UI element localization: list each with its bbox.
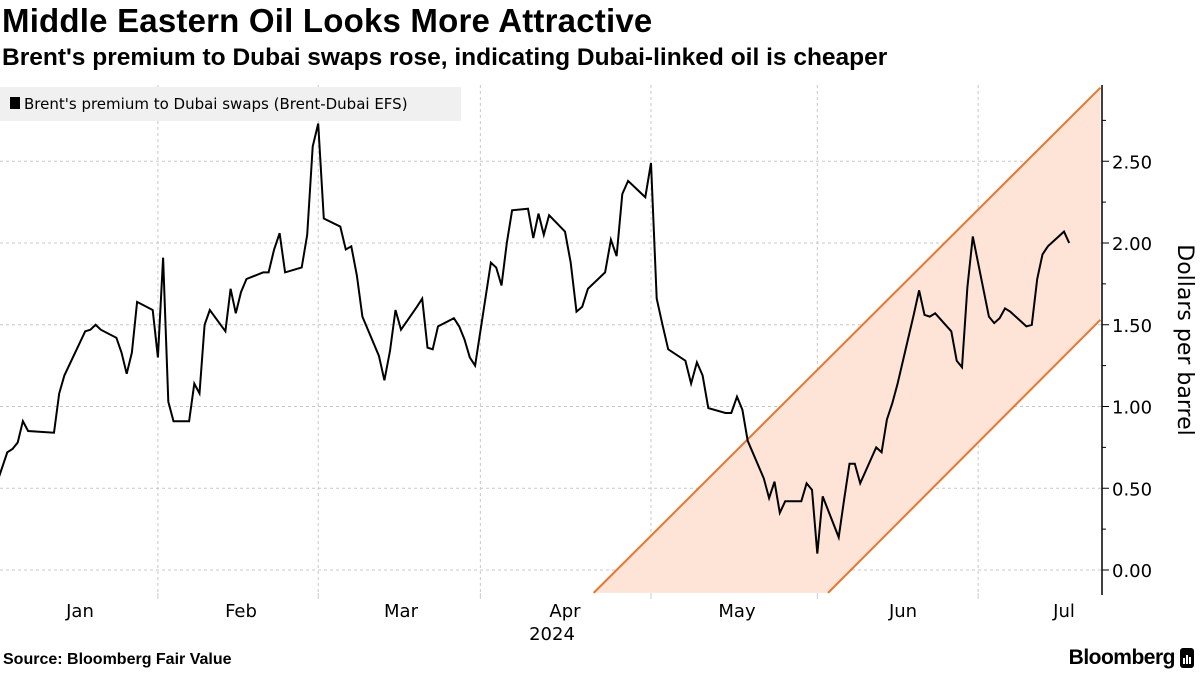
y-axis: 0.00 0.50 1.00 1.50 2.00 2.50 — [1101, 85, 1152, 595]
series-group — [0, 123, 1071, 554]
series-line — [0, 123, 1071, 554]
legend-label: Brent's premium to Dubai swaps (Brent-Du… — [24, 95, 408, 113]
y-tick-label: 0.50 — [1112, 479, 1152, 500]
y-tick-label: 2.00 — [1112, 234, 1152, 255]
y-tick-label: 0.00 — [1112, 561, 1152, 582]
legend-box — [0, 87, 461, 121]
logo-text: Bloomberg — [1068, 646, 1176, 669]
channel-lower-line — [827, 319, 1102, 594]
x-axis: Jan Feb Mar Apr May Jun Jul — [65, 593, 1075, 622]
x-tick-label: Jun — [888, 601, 917, 622]
source-note: Source: Bloomberg Fair Value — [3, 651, 232, 668]
x-year-label: 2024 — [529, 624, 575, 645]
x-tick-label: Jul — [1052, 601, 1075, 622]
bloomberg-logo: Bloomberg — [1069, 646, 1194, 670]
chart-subtitle: Brent's premium to Dubai swaps rose, ind… — [2, 44, 888, 71]
legend-swatch — [10, 97, 20, 109]
trend-channel — [592, 86, 1102, 594]
channel-upper-line — [592, 86, 1102, 594]
chart-title: Middle Eastern Oil Looks More Attractive — [2, 2, 653, 39]
y-tick-label: 1.00 — [1112, 398, 1152, 419]
y-tick-label: 2.50 — [1112, 152, 1152, 173]
x-tick-label: May — [718, 601, 756, 622]
x-tick-label: Apr — [549, 601, 581, 622]
y-axis-label: Dollars per barrel — [1172, 244, 1197, 435]
x-tick-label: Mar — [384, 601, 419, 622]
x-tick-label: Feb — [225, 601, 257, 622]
bloomberg-terminal-icon — [1180, 648, 1194, 668]
x-tick-label: Jan — [65, 601, 94, 622]
y-tick-label: 1.50 — [1112, 316, 1152, 337]
